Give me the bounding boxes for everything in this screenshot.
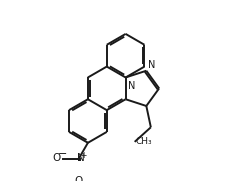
Text: N: N	[128, 81, 135, 91]
Text: −: −	[57, 149, 67, 159]
Text: O: O	[74, 176, 83, 181]
Text: CH₃: CH₃	[136, 137, 152, 146]
Text: O: O	[52, 153, 60, 163]
Text: +: +	[80, 151, 87, 160]
Text: N: N	[77, 153, 84, 163]
Text: N: N	[148, 60, 156, 70]
